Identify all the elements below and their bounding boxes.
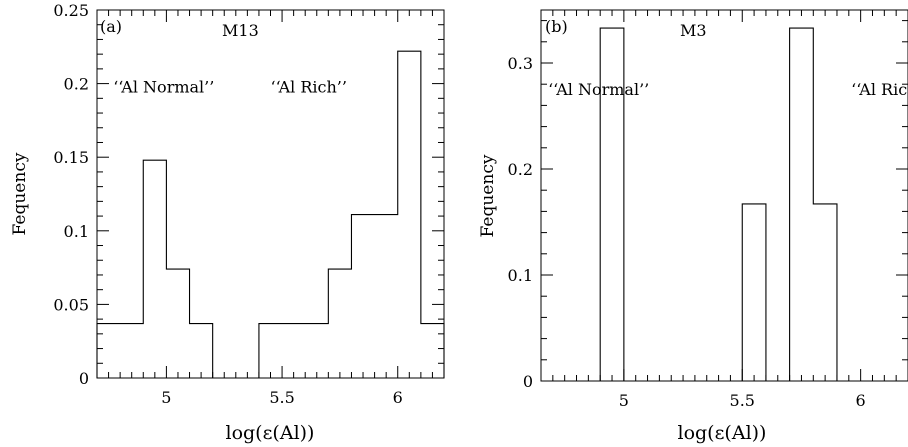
panel-b-x-tick-label: 5 xyxy=(619,391,629,410)
panel-a-bar xyxy=(375,215,398,378)
panel-a-bar xyxy=(282,324,305,378)
panel-b-y-tick-label: 0.2 xyxy=(508,160,533,179)
panel-b-y-axis-label: Fequency xyxy=(478,154,498,237)
panel-b-y-tick-labels: 0 0.1 0.2 0.3 xyxy=(508,54,533,391)
panel-b-frame xyxy=(540,9,908,382)
panel-a-y-tick-label: 0.15 xyxy=(53,148,89,167)
panel-a-bar xyxy=(143,160,166,378)
panel-a-bar xyxy=(305,324,328,378)
panel-b-x-tick-label: 5.5 xyxy=(730,391,755,410)
panel-b-bar xyxy=(790,28,814,381)
panel-b-label: (b) xyxy=(545,17,568,36)
panel-a-x-tick-labels: 5 5.5 6 xyxy=(161,388,403,407)
panel-a-annotation-al-rich: ‘‘Al Rich’’ xyxy=(271,77,347,96)
panel-a-x-tick-label: 5.5 xyxy=(269,388,294,407)
panel-b-x-axis-label: log(ε(Al)) xyxy=(678,422,767,444)
panel-b-x-tick-labels: 5 5.5 6 xyxy=(619,391,866,410)
panel-a-bar xyxy=(259,324,282,378)
panel-b-annotation-al-rich: ‘‘Al Rich’’ xyxy=(851,80,908,99)
panel-a-bar xyxy=(190,324,213,378)
panel-a-bar xyxy=(398,51,421,378)
panel-a-bar xyxy=(120,324,143,378)
panel-b-bar xyxy=(813,204,837,381)
panel-a-bar xyxy=(421,324,444,378)
panel-a-ticks xyxy=(96,9,445,379)
panel-a-y-axis-label: Fequency xyxy=(10,152,30,235)
panel-a-histogram-outline xyxy=(96,50,445,379)
panel-b-bar xyxy=(742,204,766,381)
panel-b-histogram-outline xyxy=(599,27,838,381)
panel-a-y-tick-label: 0 xyxy=(79,369,89,388)
panel-a-bar xyxy=(166,269,189,378)
panel-a-bar xyxy=(351,215,374,378)
panel-a-bar xyxy=(97,324,120,378)
panel-a-x-axis-label: log(ε(Al)) xyxy=(226,422,315,444)
panel-a-y-tick-label: 0.2 xyxy=(64,75,89,94)
panel-a-label: (a) xyxy=(100,17,122,36)
panel-a-title: M13 xyxy=(222,21,259,40)
panel-a-y-tick-label: 0.1 xyxy=(64,222,89,241)
panel-a-frame xyxy=(96,9,445,379)
panel-b-chart: (b) M3 ‘‘Al Normal’’ ‘‘Al Rich’’ 0 0.1 0.2… xyxy=(478,9,908,444)
panel-a-y-tick-label: 0.25 xyxy=(53,1,89,20)
panel-a-y-tick-labels: 0 0.05 0.1 0.15 0.2 0.25 xyxy=(53,1,89,388)
panel-b-ticks xyxy=(540,10,908,382)
panel-b-x-tick-label: 6 xyxy=(856,391,866,410)
panel-a-chart: (a) M13 ‘‘Al Normal’’ ‘‘Al Rich’’ 00.050… xyxy=(10,1,445,444)
panel-a-bar xyxy=(328,269,351,378)
panel-b-annotation-al-normal: ‘‘Al Normal’’ xyxy=(548,80,649,99)
panel-a-x-tick-label: 5 xyxy=(161,388,171,407)
panel-a-annotation-al-normal: ‘‘Al Normal’’ xyxy=(113,77,214,96)
panel-b-y-tick-label: 0 xyxy=(523,372,533,391)
panel-a-y-tick-label: 0.05 xyxy=(53,295,89,314)
panel-a-x-tick-label: 6 xyxy=(393,388,403,407)
panel-b-title: M3 xyxy=(680,21,707,40)
panel-b-y-tick-label: 0.3 xyxy=(508,54,533,73)
panel-b-y-tick-label: 0.1 xyxy=(508,266,533,285)
